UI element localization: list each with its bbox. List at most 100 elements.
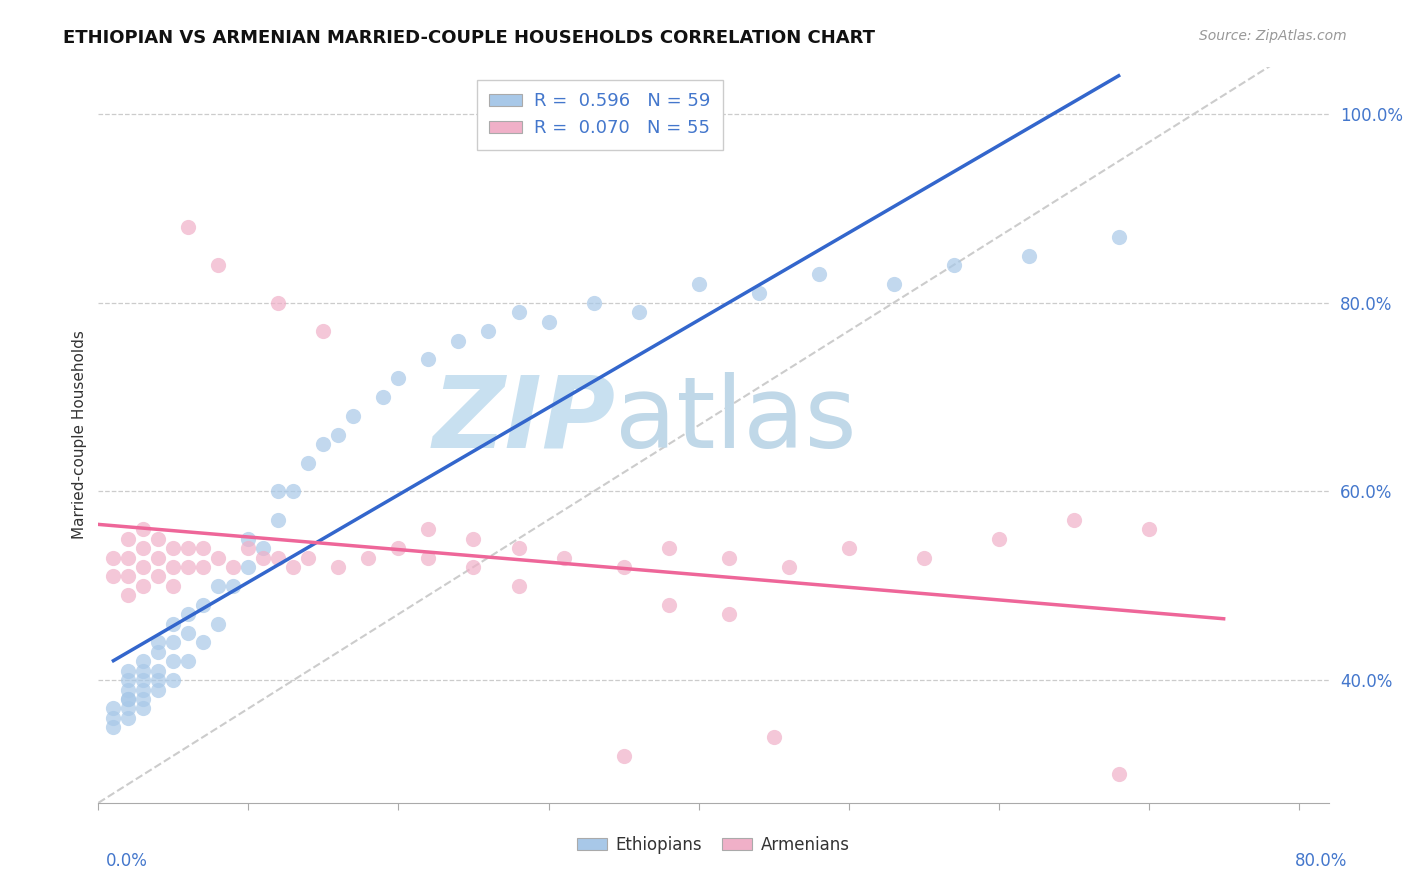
Point <box>838 541 860 555</box>
Point <box>132 654 155 668</box>
Point <box>267 484 290 499</box>
Text: ZIP: ZIP <box>432 372 616 468</box>
Point <box>717 607 740 621</box>
Point <box>312 324 335 338</box>
Point <box>342 409 364 423</box>
Point <box>463 532 485 546</box>
Point <box>717 550 740 565</box>
Point <box>162 616 184 631</box>
Point <box>418 352 440 367</box>
Point <box>148 569 170 583</box>
Point <box>252 541 274 555</box>
Point <box>883 277 905 291</box>
Point <box>373 390 395 404</box>
Point <box>132 579 155 593</box>
Point <box>238 532 260 546</box>
Point <box>103 550 125 565</box>
Point <box>117 692 139 706</box>
Point <box>657 598 679 612</box>
Point <box>447 334 470 348</box>
Point <box>267 550 290 565</box>
Point <box>1137 522 1160 536</box>
Point <box>267 295 290 310</box>
Point <box>132 522 155 536</box>
Point <box>177 220 200 235</box>
Point <box>463 560 485 574</box>
Point <box>117 701 139 715</box>
Point <box>103 720 125 734</box>
Point <box>148 664 170 678</box>
Point <box>297 550 319 565</box>
Point <box>117 692 139 706</box>
Point <box>132 664 155 678</box>
Point <box>193 598 215 612</box>
Point <box>148 550 170 565</box>
Point <box>582 295 605 310</box>
Point <box>508 579 530 593</box>
Point <box>357 550 380 565</box>
Point <box>193 560 215 574</box>
Point <box>117 588 139 602</box>
Point <box>162 541 184 555</box>
Point <box>387 371 409 385</box>
Point <box>238 541 260 555</box>
Point <box>1108 229 1130 244</box>
Point <box>132 701 155 715</box>
Point <box>762 730 785 744</box>
Point <box>537 315 560 329</box>
Point <box>627 305 650 319</box>
Point <box>132 682 155 697</box>
Point <box>207 258 229 272</box>
Point <box>612 748 634 763</box>
Point <box>508 541 530 555</box>
Point <box>207 550 229 565</box>
Text: 80.0%: 80.0% <box>1295 852 1347 870</box>
Point <box>117 550 139 565</box>
Text: 0.0%: 0.0% <box>105 852 148 870</box>
Point <box>193 635 215 649</box>
Point <box>117 569 139 583</box>
Point <box>162 560 184 574</box>
Point <box>1108 767 1130 781</box>
Point <box>387 541 409 555</box>
Point <box>283 560 305 574</box>
Point <box>162 673 184 688</box>
Point <box>657 541 679 555</box>
Point <box>132 541 155 555</box>
Point <box>418 550 440 565</box>
Point <box>328 560 350 574</box>
Point <box>328 428 350 442</box>
Point <box>117 532 139 546</box>
Text: Source: ZipAtlas.com: Source: ZipAtlas.com <box>1199 29 1347 43</box>
Point <box>148 682 170 697</box>
Point <box>987 532 1010 546</box>
Point <box>688 277 710 291</box>
Point <box>148 532 170 546</box>
Point <box>612 560 634 574</box>
Legend: Ethiopians, Armenians: Ethiopians, Armenians <box>571 830 856 861</box>
Point <box>553 550 575 565</box>
Point <box>193 541 215 555</box>
Point <box>132 673 155 688</box>
Point <box>418 522 440 536</box>
Point <box>207 579 229 593</box>
Point <box>238 560 260 574</box>
Point <box>222 560 245 574</box>
Point <box>222 579 245 593</box>
Point <box>283 484 305 499</box>
Point <box>117 711 139 725</box>
Point <box>162 635 184 649</box>
Point <box>1018 249 1040 263</box>
Point <box>148 635 170 649</box>
Point <box>912 550 935 565</box>
Point <box>177 654 200 668</box>
Point <box>103 569 125 583</box>
Point <box>117 682 139 697</box>
Point <box>477 324 499 338</box>
Point <box>312 437 335 451</box>
Point <box>177 607 200 621</box>
Point <box>942 258 965 272</box>
Point <box>1063 513 1085 527</box>
Point <box>267 513 290 527</box>
Point <box>117 673 139 688</box>
